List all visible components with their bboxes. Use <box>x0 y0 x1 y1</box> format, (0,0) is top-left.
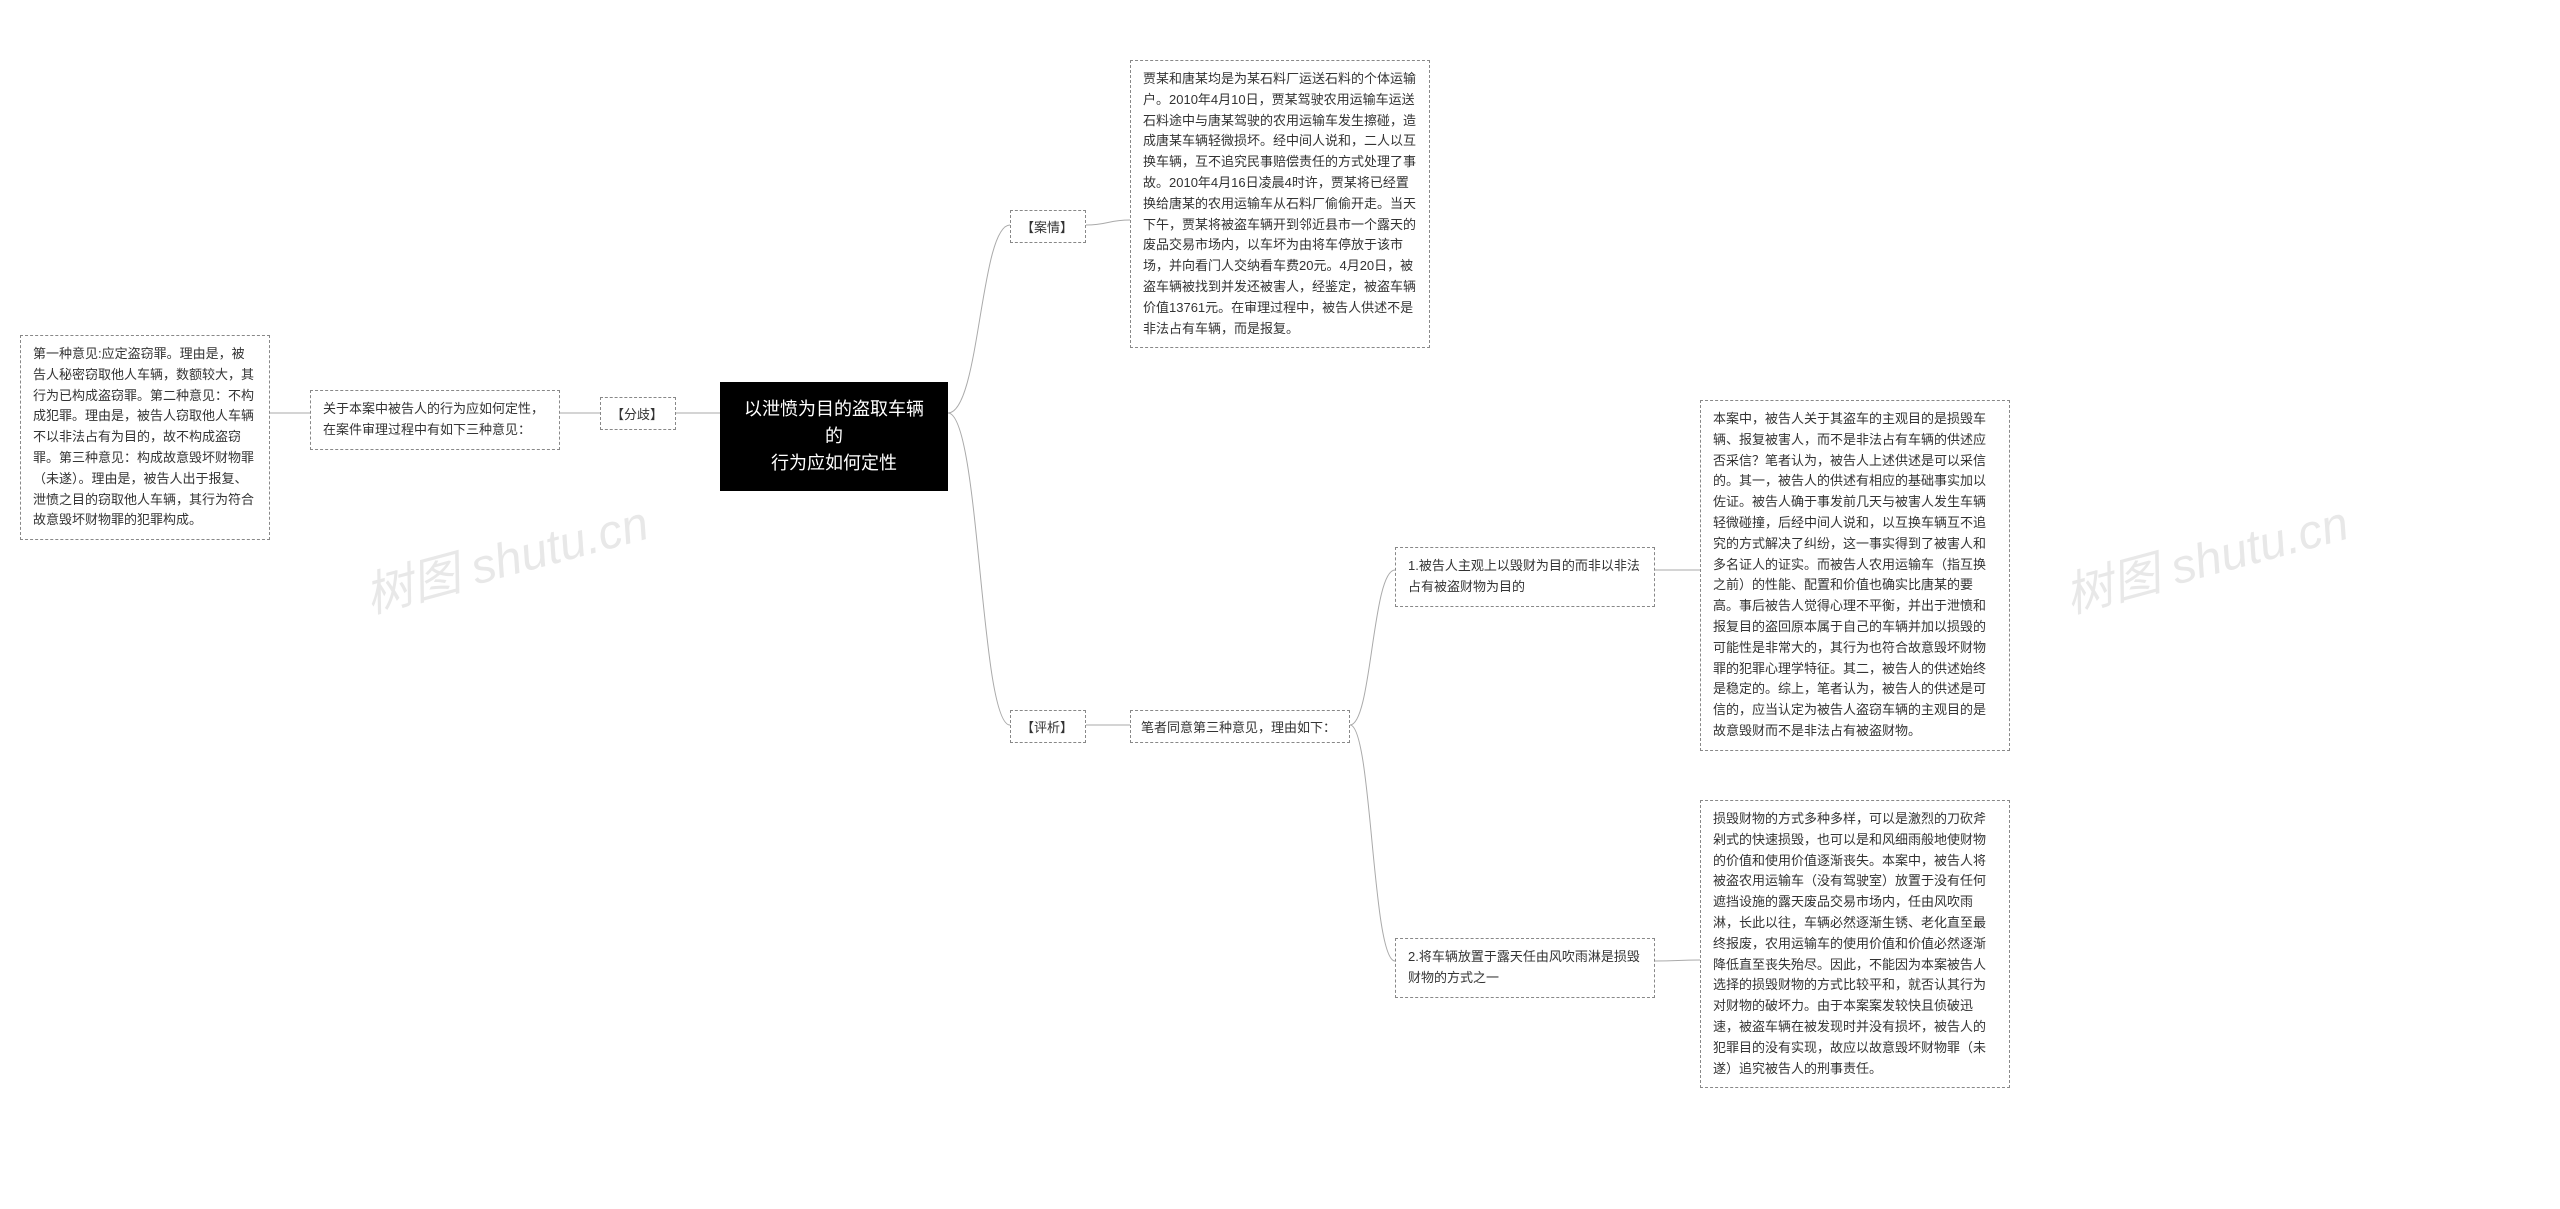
analysis-sub2-title: 2.将车辆放置于露天任由风吹雨淋是损毁财物的方式之一 <box>1395 938 1655 998</box>
divergence-mid: 关于本案中被告人的行为应如何定性，在案件审理过程中有如下三种意见： <box>310 390 560 450</box>
root-node: 以泄愤为目的盗取车辆的 行为应如何定性 <box>720 382 948 491</box>
watermark-left: 树图 shutu.cn <box>356 484 655 627</box>
divergence-leaf: 第一种意见:应定盗窃罪。理由是，被告人秘密窃取他人车辆，数额较大，其行为已构成盗… <box>20 335 270 540</box>
root-line2: 行为应如何定性 <box>771 453 897 473</box>
branch-label-analysis: 【评析】 <box>1010 710 1086 743</box>
case-detail: 贾某和唐某均是为某石料厂运送石料的个体运输户。2010年4月10日，贾某驾驶农用… <box>1130 60 1430 348</box>
branch-label-case: 【案情】 <box>1010 210 1086 243</box>
analysis-sub1-leaf: 本案中，被告人关于其盗车的主观目的是损毁车辆、报复被害人，而不是非法占有车辆的供… <box>1700 400 2010 751</box>
analysis-sub2-leaf: 损毁财物的方式多种多样，可以是激烈的刀砍斧剁式的快速损毁，也可以是和风细雨般地使… <box>1700 800 2010 1088</box>
analysis-sub1-title: 1.被告人主观上以毁财为目的而非以非法占有被盗财物为目的 <box>1395 547 1655 607</box>
branch-label-divergence: 【分歧】 <box>600 397 676 430</box>
analysis-intro: 笔者同意第三种意见，理由如下： <box>1130 710 1350 743</box>
root-line1: 以泄愤为目的盗取车辆的 <box>744 399 924 446</box>
watermark-right: 树图 shutu.cn <box>2056 484 2355 627</box>
